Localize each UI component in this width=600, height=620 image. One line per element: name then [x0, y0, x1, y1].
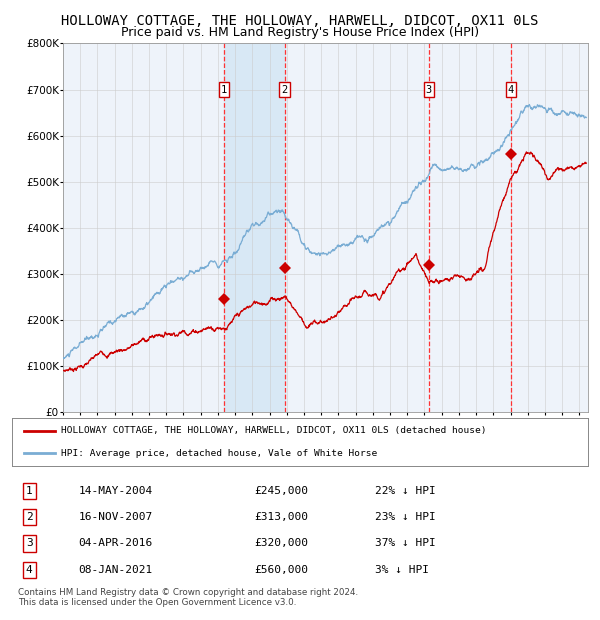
Text: HOLLOWAY COTTAGE, THE HOLLOWAY, HARWELL, DIDCOT, OX11 0LS (detached house): HOLLOWAY COTTAGE, THE HOLLOWAY, HARWELL,…	[61, 427, 487, 435]
Text: Contains HM Land Registry data © Crown copyright and database right 2024.
This d: Contains HM Land Registry data © Crown c…	[18, 588, 358, 607]
Text: 16-NOV-2007: 16-NOV-2007	[78, 512, 152, 522]
Bar	[224, 43, 285, 412]
Text: £245,000: £245,000	[254, 485, 308, 496]
Text: 1: 1	[26, 485, 32, 496]
Text: 14-MAY-2004: 14-MAY-2004	[78, 485, 152, 496]
Text: HPI: Average price, detached house, Vale of White Horse: HPI: Average price, detached house, Vale…	[61, 449, 377, 458]
Text: £320,000: £320,000	[254, 538, 308, 549]
Text: £560,000: £560,000	[254, 565, 308, 575]
Text: 23% ↓ HPI: 23% ↓ HPI	[375, 512, 436, 522]
Text: 3: 3	[426, 84, 432, 94]
Text: £313,000: £313,000	[254, 512, 308, 522]
Text: 2: 2	[26, 512, 32, 522]
Text: 04-APR-2016: 04-APR-2016	[78, 538, 152, 549]
Text: 2: 2	[281, 84, 288, 94]
Text: 4: 4	[26, 565, 32, 575]
Text: 1: 1	[221, 84, 227, 94]
Text: HOLLOWAY COTTAGE, THE HOLLOWAY, HARWELL, DIDCOT, OX11 0LS: HOLLOWAY COTTAGE, THE HOLLOWAY, HARWELL,…	[61, 14, 539, 28]
Text: 22% ↓ HPI: 22% ↓ HPI	[375, 485, 436, 496]
Text: 37% ↓ HPI: 37% ↓ HPI	[375, 538, 436, 549]
Text: 3: 3	[26, 538, 32, 549]
Text: 3% ↓ HPI: 3% ↓ HPI	[375, 565, 429, 575]
Text: 08-JAN-2021: 08-JAN-2021	[78, 565, 152, 575]
Text: Price paid vs. HM Land Registry's House Price Index (HPI): Price paid vs. HM Land Registry's House …	[121, 26, 479, 39]
Text: 4: 4	[508, 84, 514, 94]
